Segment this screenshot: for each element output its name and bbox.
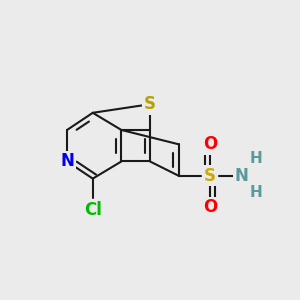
Text: O: O [203,135,217,153]
Text: O: O [203,198,217,216]
Text: S: S [144,95,156,113]
Text: S: S [204,167,216,185]
Text: N: N [235,167,248,185]
Text: H: H [250,185,262,200]
Text: Cl: Cl [84,201,102,219]
Text: N: N [60,152,74,170]
Text: H: H [250,151,262,166]
